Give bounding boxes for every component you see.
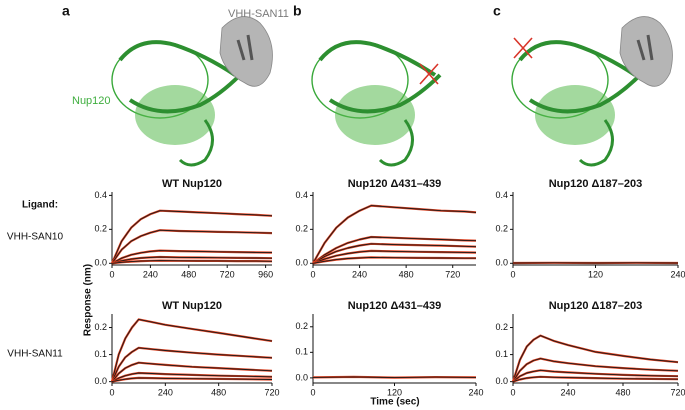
x-tick-label: 240 xyxy=(560,387,575,397)
chart-title: Nup120 Δ431–439 xyxy=(348,300,442,312)
x-tick-label: 120 xyxy=(588,269,603,279)
x-tick-label: 720 xyxy=(220,269,235,279)
data-line xyxy=(512,335,679,382)
x-tick-label: 0 xyxy=(109,387,114,397)
y-tick-label: 0.0 xyxy=(94,376,107,386)
row-header: Ligand: xyxy=(22,200,58,211)
y-tick-label: 0.2 xyxy=(495,224,508,234)
data-line xyxy=(312,250,477,264)
x-tick-label: 0 xyxy=(310,269,315,279)
data-line xyxy=(312,243,477,264)
y-tick-label: 0.1 xyxy=(295,347,308,357)
x-tick-label: 240 xyxy=(468,387,483,397)
data-line xyxy=(111,256,273,264)
y-tick-label: 0.1 xyxy=(94,349,107,359)
x-tick-label: 480 xyxy=(211,387,226,397)
data-line xyxy=(512,358,679,382)
chart-title: Nup120 Δ187–203 xyxy=(549,178,643,190)
y-tick-label: 0.0 xyxy=(495,258,508,268)
y-axis-label: Response (nm) xyxy=(83,264,94,336)
data-line xyxy=(111,362,273,382)
x-tick-label: 480 xyxy=(181,269,196,279)
data-line xyxy=(111,229,273,264)
x-tick-label: 0 xyxy=(109,269,114,279)
x-tick-label: 240 xyxy=(143,269,158,279)
x-tick-label: 0 xyxy=(510,269,515,279)
data-line xyxy=(111,318,273,382)
x-tick-label: 960 xyxy=(258,269,273,279)
row-label: VHH-SAN10 xyxy=(7,232,64,243)
x-tick-label: 720 xyxy=(445,269,460,279)
x-tick-label: 0 xyxy=(310,387,315,397)
data-line xyxy=(312,205,477,264)
data-line xyxy=(312,376,477,379)
structure-c xyxy=(511,16,673,167)
data-line xyxy=(111,347,273,382)
panel-letter: b xyxy=(293,3,302,19)
chart-title: WT Nup120 xyxy=(162,300,222,312)
panel-letter: c xyxy=(493,3,501,19)
panel-letter: a xyxy=(62,3,70,19)
data-line xyxy=(111,210,273,264)
data-line xyxy=(111,250,273,264)
y-tick-label: 0.4 xyxy=(94,190,107,200)
data-line xyxy=(312,256,476,264)
y-tick-label: 0.2 xyxy=(295,224,308,234)
data-line xyxy=(111,377,273,383)
data-line xyxy=(111,260,273,264)
nanobody-label: VHH-SAN11 xyxy=(228,8,289,20)
chart-title: Nup120 Δ431–439 xyxy=(348,178,442,190)
data-line xyxy=(111,372,273,382)
fit-line xyxy=(110,209,273,264)
x-tick-label: 120 xyxy=(387,387,402,397)
x-tick-label: 480 xyxy=(399,269,414,279)
chart-title: WT Nup120 xyxy=(162,178,222,190)
x-tick-label: 240 xyxy=(352,269,367,279)
structure-b xyxy=(311,40,442,167)
y-tick-label: 0.0 xyxy=(94,258,107,268)
data-line xyxy=(512,376,679,383)
row-label: VHH-SAN11 xyxy=(7,349,63,360)
y-tick-label: 0.2 xyxy=(495,322,508,332)
data-line xyxy=(512,369,679,382)
y-tick-label: 0.4 xyxy=(295,190,308,200)
x-tick-label: 240 xyxy=(670,269,685,279)
y-tick-label: 0.0 xyxy=(295,258,308,268)
y-tick-label: 0.2 xyxy=(94,322,107,332)
structure-a xyxy=(111,16,273,167)
y-tick-label: 0.0 xyxy=(295,372,308,382)
y-tick-label: 0.2 xyxy=(295,321,308,331)
x-tick-label: 480 xyxy=(615,387,630,397)
y-tick-label: 0.0 xyxy=(495,376,508,386)
chart-title: Nup120 Δ187–203 xyxy=(549,300,643,312)
x-axis-label: Time (sec) xyxy=(370,397,419,408)
x-tick-label: 720 xyxy=(264,387,279,397)
y-tick-label: 0.1 xyxy=(495,349,508,359)
y-tick-label: 0.4 xyxy=(495,190,508,200)
protein-label: Nup120 xyxy=(72,95,111,107)
x-tick-label: 240 xyxy=(158,387,173,397)
y-tick-label: 0.2 xyxy=(94,224,107,234)
x-tick-label: 0 xyxy=(510,387,515,397)
x-tick-label: 720 xyxy=(670,387,685,397)
data-line xyxy=(312,236,477,264)
